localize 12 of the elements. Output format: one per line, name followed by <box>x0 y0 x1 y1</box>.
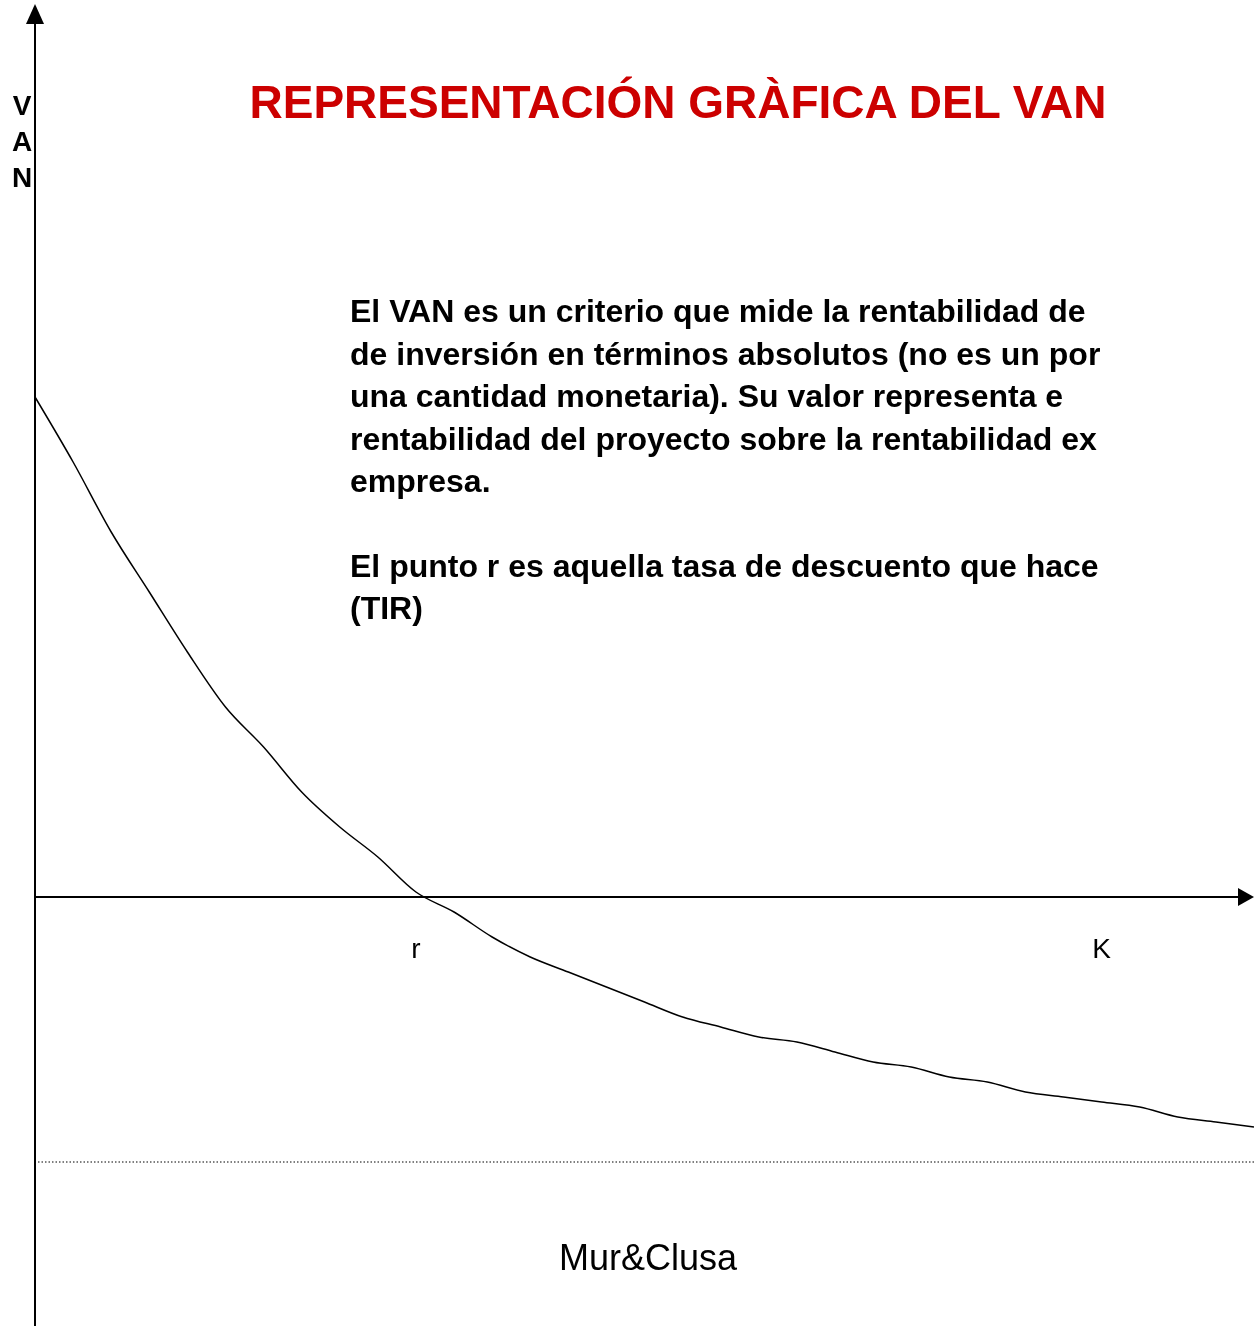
annotation: una cantidad monetaria). Su valor representa e <box>350 378 1064 414</box>
annotation: (TIR) <box>350 590 423 626</box>
x-tick-label: K <box>1092 933 1112 964</box>
chart-title: REPRESENTACIÓN GRÀFICA DEL VAN <box>249 76 1107 128</box>
text: de inversión en términos absolutos (no es un por <box>350 335 1101 372</box>
text: Mur&Clusa <box>558 1237 738 1278</box>
x-tick-label: r <box>411 933 421 964</box>
text: VAN <box>11 90 33 193</box>
annotation: rentabilidad del proyecto sobre la rentabilidad ex <box>350 420 1098 457</box>
text: El VAN es un criterio que mide la rentabilidad de <box>350 293 1086 329</box>
annotation: empresa. <box>350 463 491 499</box>
annotation: El punto r es aquella tasa de descuento que hace <box>350 547 1099 584</box>
